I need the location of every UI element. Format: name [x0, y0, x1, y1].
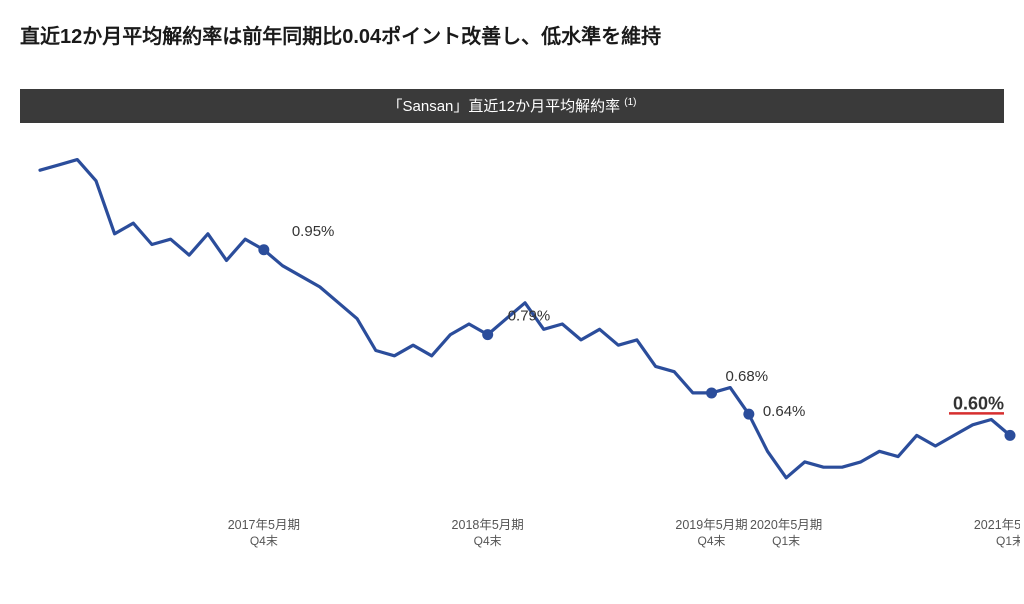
x-tick-label: 2017年5月期 — [228, 518, 300, 532]
data-marker — [1005, 430, 1016, 441]
data-marker — [482, 329, 493, 340]
chart-banner: 「Sansan」直近12か月平均解約率 (1) — [20, 89, 1004, 123]
x-tick-label: 2019年5月期 — [675, 518, 747, 532]
chart-banner-footnote: (1) — [624, 97, 636, 108]
data-marker-label: 0.68% — [726, 368, 769, 385]
x-tick-label: 2020年5月期 — [750, 518, 822, 532]
data-marker — [743, 409, 754, 420]
data-marker-label: 0.64% — [763, 403, 806, 420]
x-tick-sublabel: Q1末 — [772, 534, 800, 548]
x-tick-label: 2018年5月期 — [452, 518, 524, 532]
churn-line-chart: 0.95% 0.79% 0.68% 0.64% 0.60% 2017年5月期 Q4末 2018… — [20, 129, 1020, 559]
chart-banner-text: 「Sansan」直近12か月平均解約率 — [388, 98, 621, 115]
x-tick-sublabel: Q4末 — [698, 534, 726, 548]
data-marker-label: 0.60% — [953, 393, 1004, 413]
x-tick-sublabel: Q4末 — [474, 534, 502, 548]
data-marker-label: 0.95% — [292, 223, 335, 240]
x-tick-sublabel: Q4末 — [250, 534, 278, 548]
data-marker — [258, 244, 269, 255]
x-tick-sublabel: Q1末 — [996, 534, 1020, 548]
x-tick-label: 2021年5月期 — [974, 518, 1020, 532]
page-title: 直近12か月平均解約率は前年同期比0.04ポイント改善し、低水準を維持 — [20, 20, 1004, 49]
chart-container: 「Sansan」直近12か月平均解約率 (1) 0.95% 0.79% 0.68% 0… — [20, 89, 1004, 559]
data-marker-label: 0.79% — [508, 308, 551, 325]
data-marker — [706, 387, 717, 398]
chart-bg — [20, 129, 1020, 559]
